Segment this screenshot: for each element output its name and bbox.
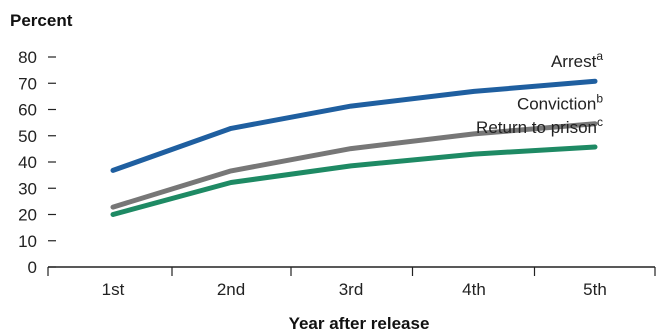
x-tick-label: 4th <box>462 280 486 299</box>
y-tick-label: 50 <box>18 127 37 146</box>
series-label-arrest: Arresta <box>551 49 603 71</box>
series-label-text: Conviction <box>517 95 596 114</box>
series-label-superscript: c <box>597 115 603 129</box>
series-line-arrest <box>110 78 598 173</box>
x-tick-label: 1st <box>102 280 125 299</box>
y-axis-title: Percent <box>10 11 73 30</box>
y-tick-label: 30 <box>18 179 37 198</box>
x-tick-label: 5th <box>583 280 607 299</box>
series-lines <box>110 78 598 217</box>
series-line-conviction <box>110 121 598 210</box>
y-tick-label: 0 <box>28 258 37 277</box>
y-tick-label: 70 <box>18 74 37 93</box>
x-axis-ticks: 1st 2nd 3rd 4th 5th <box>47 267 656 299</box>
series-label-superscript: b <box>596 92 603 106</box>
y-tick-label: 80 <box>18 48 37 67</box>
series-line-return-to-prison <box>110 144 598 217</box>
y-tick-label: 60 <box>18 101 37 120</box>
series-label-superscript: a <box>596 49 603 63</box>
y-tick-label: 10 <box>18 232 37 251</box>
series-label-text: Return to prison <box>476 118 597 137</box>
series-label-text: Arrest <box>551 52 597 71</box>
y-tick-label: 40 <box>18 153 37 172</box>
y-axis-ticks: 0 10 20 30 40 50 60 70 80 <box>18 48 56 277</box>
series-label-return-to-prison: Return to prisonc <box>476 115 603 137</box>
series-label-conviction: Convictionb <box>517 92 603 114</box>
x-tick-label: 2nd <box>217 280 245 299</box>
y-tick-label: 20 <box>18 206 37 225</box>
x-tick-label: 3rd <box>339 280 364 299</box>
x-axis-title: Year after release <box>289 314 430 333</box>
